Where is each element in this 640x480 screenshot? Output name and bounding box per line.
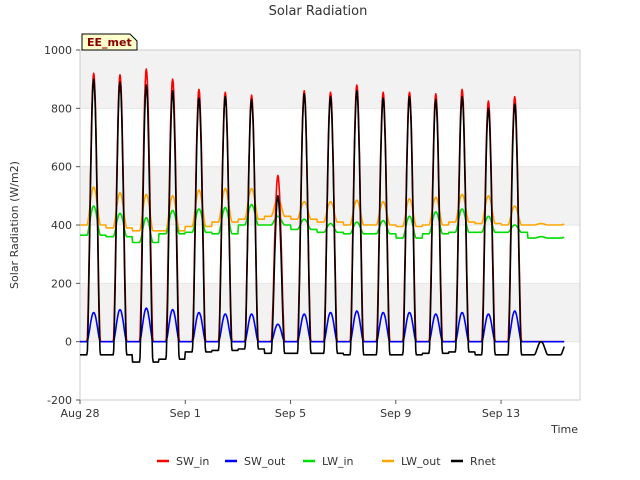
x-tick-label: Sep 1 (170, 407, 201, 420)
legend-label: SW_out (244, 455, 286, 468)
background-band (80, 108, 580, 167)
x-tick-label: Aug 28 (61, 407, 100, 420)
background-band (80, 341, 580, 400)
site-label: EE_met (87, 36, 132, 49)
series-line-lw-in (79, 203, 565, 244)
y-tick-label: 400 (51, 219, 72, 232)
series-line-sw-out (79, 307, 565, 343)
background-band (80, 225, 580, 284)
y-tick-label: 600 (51, 161, 72, 174)
legend-label: SW_in (176, 455, 209, 468)
y-axis-ticks: -200 0 200 400 600 800 1000 (44, 44, 80, 407)
y-tick-label: 0 (65, 336, 72, 349)
chart-title: Solar Radiation (269, 4, 368, 19)
legend-label: LW_out (401, 455, 441, 468)
y-tick-label: 1000 (44, 44, 72, 57)
x-axis-label: Time (550, 423, 578, 436)
legend-label: LW_in (322, 455, 354, 468)
background-bands (80, 50, 580, 400)
x-tick-label: Sep 13 (482, 407, 520, 420)
legend: SW_in SW_out LW_in LW_out Rnet (157, 455, 496, 468)
y-tick-label: -200 (47, 394, 72, 407)
background-band (80, 166, 580, 225)
series-line-lw-out (79, 186, 565, 232)
y-tick-label: 200 (51, 277, 72, 290)
x-tick-label: Sep 9 (380, 407, 411, 420)
legend-label: Rnet (470, 455, 496, 468)
y-axis-label: Solar Radiation (W/m2) (8, 161, 21, 289)
site-label-box: EE_met (81, 33, 138, 51)
x-axis-ticks: Aug 28 Sep 1 Sep 5 Sep 9 Sep 13 (61, 400, 520, 420)
y-tick-label: 800 (51, 102, 72, 115)
series-line-rnet (79, 78, 565, 363)
x-tick-label: Sep 5 (275, 407, 306, 420)
series-layer (79, 68, 565, 363)
